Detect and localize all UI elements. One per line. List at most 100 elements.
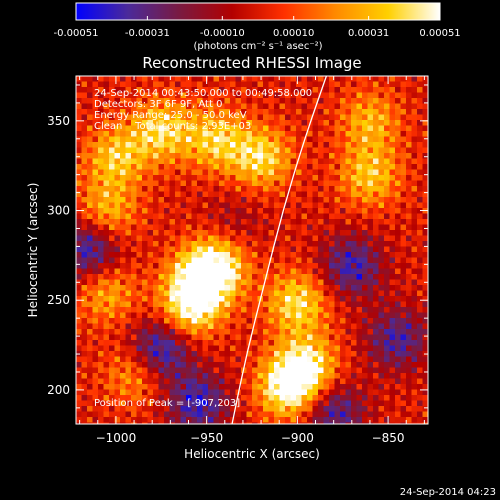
- heatmap-cell: [312, 323, 319, 330]
- heatmap-cell: [169, 219, 176, 225]
- heatmap-cell: [213, 373, 220, 379]
- heatmap-cell: [114, 219, 121, 225]
- heatmap-cell: [81, 301, 88, 308]
- heatmap-cell: [180, 318, 187, 324]
- heatmap-cell: [120, 202, 126, 209]
- heatmap-cell: [378, 98, 385, 104]
- heatmap-cell: [246, 197, 253, 203]
- heatmap-cell: [384, 307, 390, 313]
- heatmap-cell: [164, 213, 170, 220]
- heatmap-cell: [147, 147, 154, 154]
- heatmap-cell: [180, 147, 187, 154]
- heatmap-cell: [367, 411, 374, 418]
- heatmap-cell: [180, 395, 187, 401]
- heatmap-cell: [285, 136, 291, 143]
- heatmap-cell: [131, 373, 137, 379]
- heatmap-cell: [81, 268, 88, 275]
- heatmap-cell: [98, 213, 104, 220]
- heatmap-cell: [87, 329, 93, 335]
- heatmap-cell: [87, 301, 93, 308]
- heatmap-cell: [285, 109, 291, 115]
- heatmap-cell: [230, 147, 236, 154]
- heatmap-cell: [219, 384, 225, 390]
- heatmap-cell: [389, 98, 396, 104]
- heatmap-cell: [285, 81, 291, 88]
- heatmap-cell: [208, 213, 214, 220]
- heatmap-cell: [279, 252, 286, 258]
- heatmap-cell: [263, 406, 269, 412]
- heatmap-cell: [197, 197, 203, 203]
- heatmap-cell: [351, 147, 357, 154]
- heatmap-cell: [131, 158, 137, 165]
- heatmap-cell: [114, 186, 121, 192]
- heatmap-cell: [164, 114, 170, 121]
- heatmap-cell: [147, 400, 154, 407]
- heatmap-cell: [169, 334, 176, 341]
- heatmap-cell: [296, 389, 302, 396]
- heatmap-cell: [334, 351, 341, 357]
- heatmap-cell: [417, 158, 423, 165]
- heatmap-cell: [318, 76, 324, 82]
- heatmap-cell: [252, 268, 258, 275]
- heatmap-cell: [296, 417, 302, 423]
- heatmap-cell: [351, 202, 357, 209]
- heatmap-cell: [213, 329, 220, 335]
- heatmap-cell: [274, 81, 280, 88]
- heatmap-cell: [274, 318, 280, 324]
- heatmap-cell: [186, 279, 192, 286]
- heatmap-cell: [367, 147, 374, 154]
- heatmap-cell: [142, 235, 148, 242]
- heatmap-cell: [301, 389, 308, 396]
- heatmap-cell: [136, 158, 143, 165]
- heatmap-cell: [263, 136, 269, 143]
- heatmap-cell: [180, 120, 187, 126]
- heatmap-cell: [373, 417, 379, 423]
- heatmap-cell: [213, 81, 220, 88]
- heatmap-cell: [131, 230, 137, 236]
- heatmap-cell: [81, 197, 88, 203]
- heatmap-cell: [125, 356, 132, 363]
- heatmap-cell: [114, 87, 121, 93]
- heatmap-cell: [219, 406, 225, 412]
- heatmap-cell: [120, 312, 126, 319]
- heatmap-cell: [384, 323, 390, 330]
- heatmap-cell: [87, 92, 93, 99]
- heatmap-cell: [224, 307, 231, 313]
- heatmap-cell: [340, 279, 346, 286]
- heatmap-cell: [164, 312, 170, 319]
- heatmap-cell: [323, 301, 330, 308]
- heatmap-cell: [285, 158, 291, 165]
- heatmap-cell: [142, 362, 148, 368]
- heatmap-cell: [241, 318, 247, 324]
- heatmap-cell: [191, 384, 198, 390]
- heatmap-cell: [246, 202, 253, 209]
- heatmap-cell: [301, 400, 308, 407]
- heatmap-cell: [87, 279, 93, 286]
- heatmap-cell: [81, 406, 88, 412]
- heatmap-cell: [389, 147, 396, 154]
- heatmap-cell: [367, 274, 374, 280]
- heatmap-cell: [279, 114, 286, 121]
- heatmap-cell: [406, 307, 412, 313]
- y-tick-label: 200: [47, 383, 70, 397]
- heatmap-cell: [406, 202, 412, 209]
- heatmap-cell: [373, 103, 379, 110]
- heatmap-cell: [279, 142, 286, 148]
- heatmap-cell: [263, 252, 269, 258]
- heatmap-cell: [164, 219, 170, 225]
- heatmap-cell: [406, 351, 412, 357]
- heatmap-cell: [87, 131, 93, 137]
- heatmap-cell: [131, 395, 137, 401]
- heatmap-cell: [103, 153, 110, 159]
- heatmap-cell: [180, 362, 187, 368]
- heatmap-cell: [340, 307, 346, 313]
- heatmap-cell: [345, 202, 352, 209]
- heatmap-cell: [241, 186, 247, 192]
- heatmap-cell: [400, 318, 407, 324]
- heatmap-cell: [340, 235, 346, 242]
- heatmap-cell: [318, 400, 324, 407]
- heatmap-cell: [312, 197, 319, 203]
- heatmap-cell: [246, 417, 253, 423]
- heatmap-cell: [224, 301, 231, 308]
- heatmap-cell: [274, 285, 280, 291]
